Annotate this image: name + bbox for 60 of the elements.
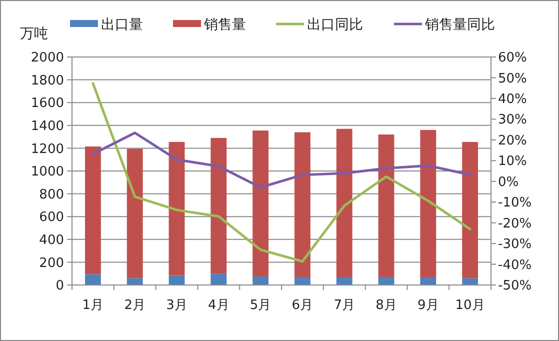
- y-axis-title: 万吨: [20, 26, 48, 42]
- bar: [84, 274, 101, 285]
- x-tick-label: 1月: [82, 298, 104, 313]
- bar: [168, 142, 185, 276]
- bar: [168, 275, 185, 285]
- y2-tick-label: 60%: [498, 50, 527, 66]
- bar: [252, 130, 269, 276]
- y-tick-label: 600: [39, 210, 64, 226]
- x-tick-label: 5月: [250, 298, 272, 313]
- bar: [378, 134, 394, 278]
- y2-tick-label: -30%: [498, 237, 532, 252]
- bar: [294, 132, 310, 278]
- y2-tick-label: 20%: [498, 133, 527, 148]
- y-tick-label: 1600: [30, 96, 64, 112]
- bar: [336, 277, 352, 285]
- x-tick-label: 10月: [455, 298, 485, 313]
- y2-tick-label: -20%: [498, 216, 532, 232]
- y2-tick-label: 50%: [498, 71, 527, 86]
- x-tick-label: 2月: [124, 298, 146, 313]
- y-tick-label: 1800: [30, 73, 64, 88]
- y-tick-label: 1400: [30, 118, 64, 134]
- y2-tick-label: -40%: [498, 258, 532, 273]
- y2-tick-label: -50%: [498, 278, 532, 294]
- y-tick-label: 200: [39, 256, 64, 271]
- bar: [84, 146, 101, 274]
- bar: [252, 276, 269, 285]
- legend-label: 出口同比: [307, 17, 363, 33]
- x-tick-label: 9月: [418, 298, 439, 313]
- y2-tick-label: 10%: [498, 154, 527, 170]
- y-tick-label: 400: [39, 232, 64, 248]
- bar: [420, 277, 436, 285]
- bar: [462, 278, 478, 285]
- legend-label: 销售量: [203, 17, 246, 33]
- y-tick-label: 1000: [30, 164, 64, 180]
- bar: [210, 138, 227, 274]
- bar: [420, 130, 436, 278]
- bar: [378, 277, 394, 285]
- x-tick-label: 8月: [376, 298, 397, 313]
- bar: [294, 277, 310, 285]
- line-series: [92, 132, 472, 189]
- y2-tick-label: 30%: [498, 112, 527, 128]
- x-tick-label: 4月: [208, 298, 230, 313]
- y-tick-label: 1200: [30, 142, 64, 157]
- y2-tick-label: 40%: [498, 92, 527, 108]
- x-tick-label: 3月: [166, 298, 188, 313]
- y-tick-label: 2000: [30, 50, 64, 66]
- y2-tick-label: -10%: [498, 196, 532, 211]
- legend-label: 销售量同比: [424, 17, 495, 33]
- legend-label: 出口量: [101, 17, 143, 33]
- y-tick-label: 0: [56, 278, 64, 294]
- bar: [336, 128, 352, 278]
- x-tick-label: 6月: [292, 298, 314, 313]
- line-series: [92, 82, 472, 263]
- bar: [462, 142, 478, 278]
- bar: [210, 274, 227, 285]
- x-tick-label: 7月: [334, 298, 355, 313]
- y-tick-label: 800: [39, 187, 64, 202]
- bar: [126, 148, 143, 278]
- bar: [126, 278, 143, 285]
- y2-tick-label: 0%: [498, 174, 519, 190]
